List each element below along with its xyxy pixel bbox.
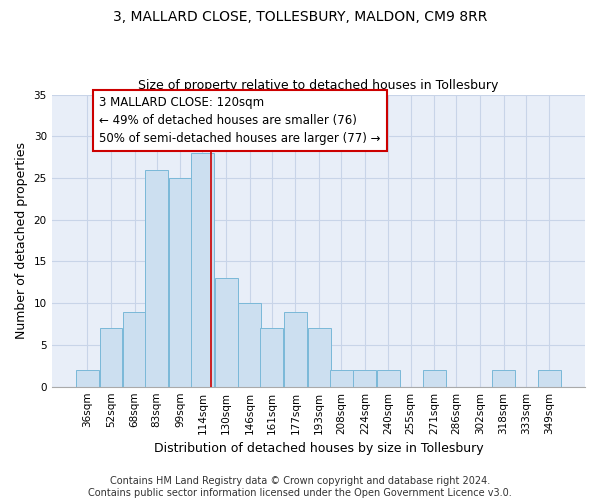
X-axis label: Distribution of detached houses by size in Tollesbury: Distribution of detached houses by size … <box>154 442 483 455</box>
Bar <box>191 153 214 386</box>
Text: 3 MALLARD CLOSE: 120sqm
← 49% of detached houses are smaller (76)
50% of semi-de: 3 MALLARD CLOSE: 120sqm ← 49% of detache… <box>99 96 380 145</box>
Bar <box>284 312 307 386</box>
Bar <box>538 370 561 386</box>
Bar <box>492 370 515 386</box>
Bar <box>330 370 353 386</box>
Bar <box>238 303 261 386</box>
Text: 3, MALLARD CLOSE, TOLLESBURY, MALDON, CM9 8RR: 3, MALLARD CLOSE, TOLLESBURY, MALDON, CM… <box>113 10 487 24</box>
Text: Contains HM Land Registry data © Crown copyright and database right 2024.
Contai: Contains HM Land Registry data © Crown c… <box>88 476 512 498</box>
Bar <box>353 370 376 386</box>
Bar <box>100 328 122 386</box>
Y-axis label: Number of detached properties: Number of detached properties <box>15 142 28 339</box>
Bar <box>260 328 283 386</box>
Bar <box>377 370 400 386</box>
Bar <box>308 328 331 386</box>
Bar <box>123 312 146 386</box>
Bar <box>215 278 238 386</box>
Bar <box>76 370 99 386</box>
Bar <box>169 178 192 386</box>
Title: Size of property relative to detached houses in Tollesbury: Size of property relative to detached ho… <box>138 79 499 92</box>
Bar <box>423 370 446 386</box>
Bar <box>145 170 168 386</box>
